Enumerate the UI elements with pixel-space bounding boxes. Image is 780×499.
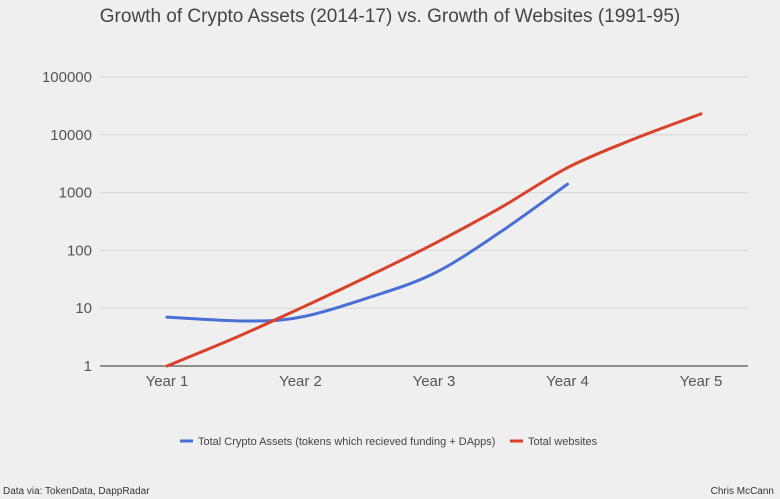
legend: Total Crypto Assets (tokens which reciev… [180,436,598,448]
series-line-1 [165,182,569,323]
x-tick-label: Year 4 [546,373,589,390]
x-tick-label: Year 5 [680,373,723,390]
x-axis-ticks: Year 1 Year 2 Year 3 Year 4 Year 5 [146,373,723,390]
x-tick-label: Year 3 [413,373,456,390]
legend-label: Total websites [528,436,598,448]
y-tick-label: 10 [75,300,92,317]
y-tick-label: 1 [84,358,92,375]
chart-title: Growth of Crypto Assets (2014-17) vs. Gr… [100,6,680,27]
source-note: Data via: TokenData, DappRadar [3,486,150,497]
y-tick-label: 1000 [59,185,92,202]
gridlines [100,76,748,367]
series-lines [165,112,703,368]
y-axis-ticks: 1 10 100 1000 10000 100000 [42,69,92,375]
y-tick-label: 10000 [50,127,92,144]
x-tick-label: Year 2 [279,373,322,390]
author-credit: Chris McCann [711,486,774,497]
y-tick-label: 100 [67,242,92,259]
y-tick-label: 100000 [42,69,92,86]
series-line-2 [165,112,703,368]
x-tick-label: Year 1 [146,373,189,390]
legend-label: Total Crypto Assets (tokens which reciev… [198,436,495,448]
